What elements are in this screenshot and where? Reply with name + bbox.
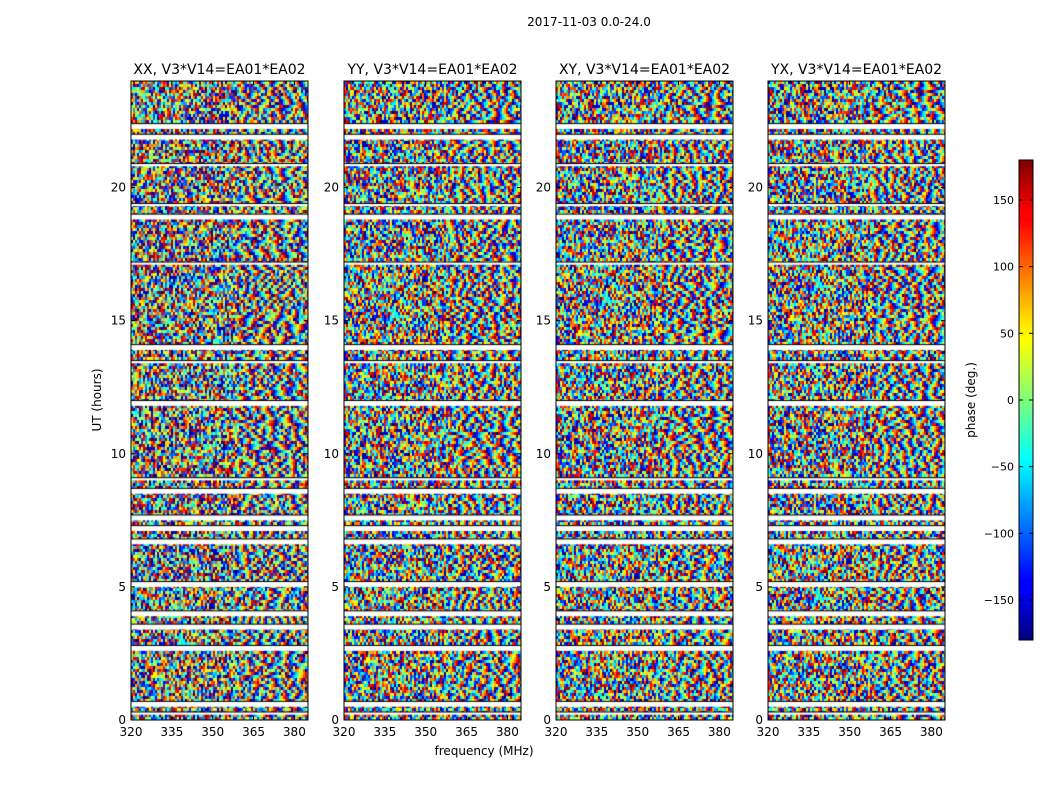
colorbar-tick-label: 150 xyxy=(993,194,1014,207)
x-axis-label: frequency (MHz) xyxy=(434,744,533,758)
x-tick-label: 335 xyxy=(373,725,396,739)
y-tick-label: 0 xyxy=(118,713,126,727)
y-tick-label: 15 xyxy=(111,314,126,328)
x-tick-label: 335 xyxy=(585,725,608,739)
plot-frame xyxy=(767,80,946,721)
panel-2: YY, V3*V14=EA01*EA02 320 335 350 365 380 0 5 10 1… xyxy=(324,62,522,739)
x-tick-label: 380 xyxy=(708,725,731,739)
y-tick-label: 20 xyxy=(324,181,339,195)
y-tick-label: 20 xyxy=(111,181,126,195)
y-tick-label: 15 xyxy=(324,314,339,328)
x-tick-label: 320 xyxy=(757,725,780,739)
phase-heatmap xyxy=(131,81,308,720)
colorbar-tick-label: 100 xyxy=(993,261,1014,274)
colorbar-tick-label: 50 xyxy=(1000,327,1014,340)
colorbar-ticks: −150 −100 −50 0 50 100 150 xyxy=(984,194,1033,607)
x-tick-label: 365 xyxy=(667,725,690,739)
x-tick-label: 380 xyxy=(920,725,943,739)
panel-title: XX, V3*V14=EA01*EA02 xyxy=(133,62,305,78)
colorbar-tick-label: 0 xyxy=(1007,394,1014,407)
y-tick-label: 15 xyxy=(536,314,551,328)
heatmap-panels: XX, V3*V14=EA01*EA02 320 335 350 365 380 0 5 10 1… xyxy=(111,62,946,739)
colorbar-tick-label: −100 xyxy=(984,527,1014,540)
x-tick-label: 365 xyxy=(455,725,478,739)
y-tick-label: 5 xyxy=(118,580,126,594)
y-tick-label: 10 xyxy=(324,447,339,461)
phase-heatmap xyxy=(344,81,521,720)
x-tick-label: 335 xyxy=(797,725,820,739)
colorbar-tick-label: −50 xyxy=(991,461,1014,474)
panel-title: YY, V3*V14=EA01*EA02 xyxy=(346,62,517,78)
plot-frame xyxy=(130,80,309,721)
x-tick-label: 350 xyxy=(414,725,437,739)
y-tick-label: 10 xyxy=(748,447,763,461)
y-tick-label: 0 xyxy=(543,713,551,727)
x-tick-label: 320 xyxy=(333,725,356,739)
panel-1: XX, V3*V14=EA01*EA02 320 335 350 365 380 0 5 10 1… xyxy=(111,62,309,739)
x-tick-label: 380 xyxy=(496,725,519,739)
x-tick-label: 320 xyxy=(120,725,143,739)
figure-suptitle: 2017-11-03 0.0-24.0 xyxy=(527,15,651,29)
y-tick-label: 10 xyxy=(536,447,551,461)
panel-title: YX, V3*V14=EA01*EA02 xyxy=(770,62,942,78)
panel-title: XY, V3*V14=EA01*EA02 xyxy=(559,62,730,78)
phase-heatmap xyxy=(556,81,733,720)
plot-frame xyxy=(343,80,522,721)
x-tick-label: 350 xyxy=(201,725,224,739)
y-tick-label: 0 xyxy=(755,713,763,727)
x-tick-label: 335 xyxy=(160,725,183,739)
y-tick-label: 5 xyxy=(331,580,339,594)
panel-4: YX, V3*V14=EA01*EA02 320 335 350 365 380 0 5 10 1… xyxy=(748,62,946,739)
y-axis-label: UT (hours) xyxy=(90,368,104,431)
y-tick-label: 5 xyxy=(543,580,551,594)
x-tick-label: 350 xyxy=(626,725,649,739)
colorbar: −150 −100 −50 0 50 100 150 phase (deg.) xyxy=(964,159,1034,641)
phase-heatmap xyxy=(768,81,945,720)
y-tick-label: 10 xyxy=(111,447,126,461)
y-tick-label: 20 xyxy=(536,181,551,195)
panel-3: XY, V3*V14=EA01*EA02 320 335 350 365 380 0 5 10 1… xyxy=(536,62,734,739)
x-tick-label: 365 xyxy=(242,725,265,739)
y-tick-label: 20 xyxy=(748,181,763,195)
colorbar-tick-label: −150 xyxy=(984,594,1014,607)
x-tick-label: 320 xyxy=(545,725,568,739)
y-tick-label: 5 xyxy=(755,580,763,594)
x-tick-label: 365 xyxy=(879,725,902,739)
y-tick-label: 15 xyxy=(748,314,763,328)
x-tick-label: 380 xyxy=(283,725,306,739)
x-tick-label: 350 xyxy=(838,725,861,739)
y-tick-label: 0 xyxy=(331,713,339,727)
colorbar-label: phase (deg.) xyxy=(964,362,978,438)
plot-frame xyxy=(555,80,734,721)
